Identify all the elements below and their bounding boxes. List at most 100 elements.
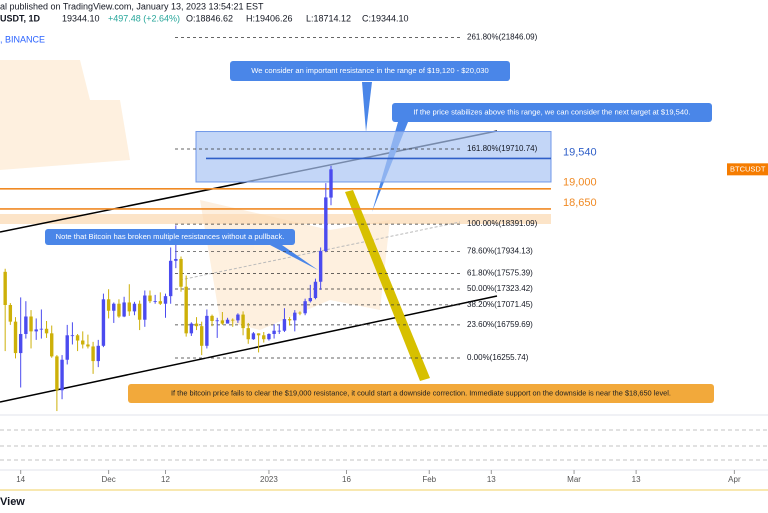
fib-label: 23.60%(16759.69)	[467, 320, 533, 329]
callout-box	[230, 61, 510, 81]
candle-body	[179, 258, 183, 287]
x-tick-label: Apr	[728, 475, 741, 484]
candle-body	[287, 319, 292, 321]
fib-label: 61.80%(17575.39)	[467, 268, 533, 277]
level-label: 18,650	[563, 197, 597, 209]
change: +497.48 (+2.64%)	[108, 13, 180, 23]
candle-body	[18, 333, 23, 354]
candle-body	[324, 197, 328, 252]
callout-pointer	[362, 82, 372, 132]
callout-text: If the price stabilizes above this range…	[414, 108, 691, 117]
candle-body	[168, 260, 173, 297]
x-tick-label: 12	[161, 475, 170, 484]
callout-text: If the bitcoin price fails to clear the …	[171, 388, 671, 397]
x-tick-label: Dec	[101, 475, 115, 484]
candle-body	[246, 328, 250, 340]
candle-body	[13, 321, 18, 354]
candle-body	[199, 326, 204, 346]
fib-label: 0.00%(16255.74)	[467, 353, 529, 362]
trend-dash	[179, 221, 461, 281]
candle-body	[210, 315, 214, 322]
fib-label: 261.80%(21846.09)	[467, 32, 538, 41]
footer: View	[0, 496, 25, 508]
candle-body	[60, 359, 64, 391]
candle-body	[8, 305, 13, 322]
candle-body	[251, 333, 256, 340]
callout-box	[45, 229, 295, 245]
x-tick-label: 14	[16, 475, 25, 484]
candle-body	[70, 335, 75, 337]
candle-body	[313, 281, 318, 299]
x-tick-label: 2023	[260, 475, 278, 484]
candle-body	[75, 335, 80, 341]
candle-body	[127, 302, 131, 312]
arrow-down	[345, 190, 430, 381]
candle-body	[277, 330, 281, 332]
candle-body	[96, 345, 100, 362]
candle-body	[272, 330, 276, 334]
candle-body	[65, 335, 69, 360]
candle-body	[189, 323, 194, 334]
candle-body	[148, 295, 152, 302]
candle-body	[50, 333, 54, 357]
ohlc-open: O:18846.62	[186, 13, 233, 23]
candle-body	[194, 323, 199, 327]
fib-label: 100.00%(18391.09)	[467, 219, 538, 228]
x-tick-label: 16	[342, 475, 351, 484]
candle-body	[3, 271, 7, 306]
level-label: 19,000	[563, 177, 597, 189]
callout-pointer	[270, 245, 318, 270]
candle-body	[44, 328, 49, 334]
fib-label: 50.00%(17323.42)	[467, 284, 533, 293]
x-tick-label: Mar	[567, 475, 581, 484]
exchange: , BINANCE	[0, 34, 45, 44]
ohlc-close: C:19344.10	[362, 13, 409, 23]
candle-body	[29, 316, 33, 332]
support-band	[0, 214, 551, 224]
candle-body	[34, 329, 38, 332]
published: al published on TradingView.com, January…	[0, 1, 264, 11]
ohlc-low: L:18714.12	[306, 13, 351, 23]
candle-body	[318, 251, 323, 282]
candle-body	[205, 315, 209, 346]
candle-body	[329, 169, 333, 198]
candle-body	[282, 319, 287, 331]
candle-body	[262, 335, 266, 340]
candle-body	[298, 312, 302, 314]
candle-body	[220, 320, 225, 324]
candle-body	[225, 319, 230, 324]
candle-body	[117, 303, 121, 317]
candle-body	[158, 301, 163, 304]
candle-body	[241, 314, 245, 329]
last-price: 19344.10	[62, 13, 100, 23]
ohlc-high: H:19406.26	[246, 13, 293, 23]
layer: 261.80%(21846.09) 161.80%(19710.74) 100.00…	[0, 32, 768, 484]
candle-body	[153, 301, 157, 302]
candle-body	[55, 356, 59, 391]
callout-box	[128, 384, 714, 403]
candle-body	[106, 299, 111, 311]
fib-label: 161.80%(19710.74)	[467, 144, 538, 153]
candle-body	[91, 346, 95, 362]
x-tick-label: Feb	[422, 475, 436, 484]
candle-body	[24, 316, 28, 334]
fib-label: 38.20%(17071.45)	[467, 300, 533, 309]
candle-body	[174, 258, 178, 261]
candle-body	[81, 340, 85, 345]
price-tag	[727, 163, 768, 176]
candle-body	[101, 299, 106, 346]
fib-label: 78.60%(17934.13)	[467, 247, 533, 256]
candle-body	[267, 333, 271, 340]
candle-body	[39, 328, 44, 330]
level-label: 19,540	[563, 146, 597, 158]
candle-body	[308, 298, 313, 302]
channel-bottom	[0, 295, 498, 403]
candle-body	[184, 286, 188, 334]
candle-body	[112, 303, 116, 311]
candle-body	[231, 319, 235, 321]
candle-body	[163, 296, 168, 304]
candle-body	[143, 295, 147, 320]
candle-body	[122, 302, 126, 317]
candle-body	[132, 303, 137, 312]
